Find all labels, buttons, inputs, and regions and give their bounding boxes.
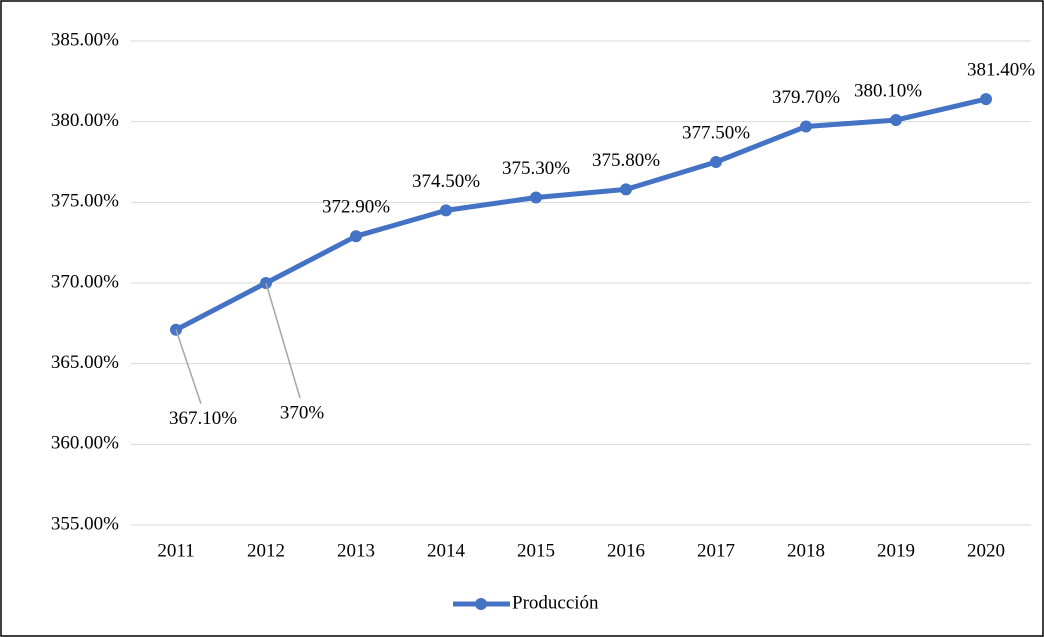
- x-tick-label: 2015: [517, 540, 555, 561]
- marker: [440, 204, 452, 217]
- data-label: 372.90%: [322, 197, 390, 218]
- y-tick-label: 365.00%: [51, 352, 119, 373]
- x-tick-label: 2016: [607, 540, 645, 561]
- line: [174, 96, 987, 333]
- x-tick-label: 2017: [697, 540, 735, 561]
- marker: [800, 120, 812, 133]
- x-tick-label: 2011: [157, 540, 194, 561]
- data-label: 370%: [280, 402, 325, 423]
- x-tick-label: 2012: [247, 540, 285, 561]
- data-label: 381.40%: [967, 59, 1035, 80]
- marker: [890, 114, 902, 127]
- marker: [620, 183, 632, 196]
- data-label: 374.50%: [412, 171, 480, 192]
- x-tick-label: 2019: [877, 540, 915, 561]
- legend-label: Producción: [512, 592, 599, 613]
- x-tick-label: 2020: [967, 540, 1005, 561]
- data-label: 379.70%: [772, 87, 840, 108]
- data-label: 375.30%: [502, 158, 570, 179]
- data-label: 380.10%: [854, 80, 922, 101]
- data-label: 367.10%: [169, 408, 237, 429]
- data-label: 375.80%: [592, 150, 660, 171]
- marker: [530, 191, 542, 204]
- y-tick-label: 370.00%: [51, 271, 119, 292]
- leader-line: [175, 329, 202, 405]
- marker: [980, 93, 992, 106]
- leader-line: [265, 282, 301, 399]
- data-label: 377.50%: [682, 122, 750, 143]
- x-tick-label: 2018: [787, 540, 825, 561]
- marker: [350, 230, 362, 243]
- y-tick-label: 380.00%: [51, 110, 119, 131]
- marker: [710, 156, 722, 168]
- x-tick-label: 2013: [337, 540, 375, 561]
- legend-marker: [475, 598, 487, 610]
- x-tick-label: 2014: [427, 540, 466, 561]
- y-tick-label: 375.00%: [51, 191, 119, 212]
- y-tick-label: 355.00%: [51, 513, 119, 534]
- y-tick-label: 360.00%: [51, 433, 119, 454]
- y-tick-label: 385.00%: [51, 29, 119, 50]
